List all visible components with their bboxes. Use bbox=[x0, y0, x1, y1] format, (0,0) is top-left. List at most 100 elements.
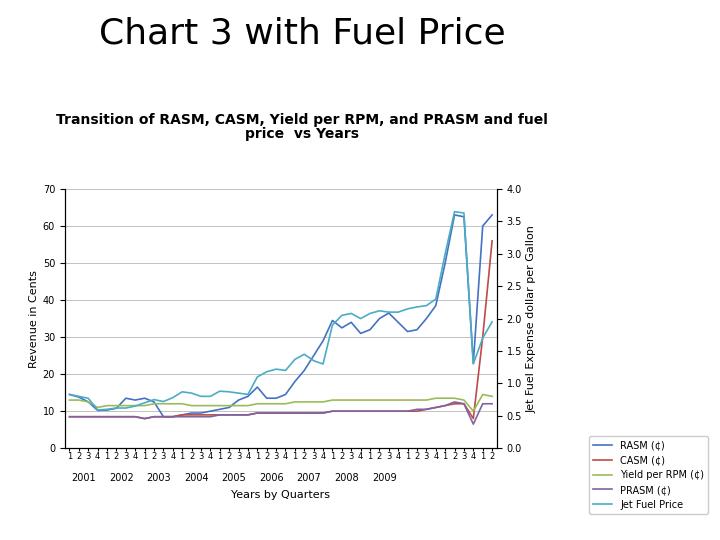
PRASM (¢) bbox=[112, 414, 121, 420]
RASM (¢) bbox=[66, 392, 74, 398]
RASM (¢) bbox=[459, 213, 468, 220]
Y-axis label: Revenue in Cents: Revenue in Cents bbox=[29, 269, 39, 368]
Jet Fuel Price bbox=[403, 306, 412, 312]
CASM (¢) bbox=[487, 238, 496, 244]
Yield per RPM (¢) bbox=[197, 402, 205, 409]
RASM (¢) bbox=[243, 393, 252, 400]
Text: 2004: 2004 bbox=[184, 473, 209, 483]
Yield per RPM (¢) bbox=[140, 402, 149, 409]
CASM (¢) bbox=[206, 411, 215, 418]
RASM (¢) bbox=[403, 328, 412, 335]
PRASM (¢) bbox=[459, 401, 468, 407]
Text: Transition of RASM, CASM, Yield per RPM, and PRASM and fuel: Transition of RASM, CASM, Yield per RPM,… bbox=[56, 113, 549, 127]
PRASM (¢) bbox=[394, 408, 402, 414]
Yield per RPM (¢) bbox=[206, 402, 215, 409]
Jet Fuel Price bbox=[131, 403, 140, 409]
RASM (¢) bbox=[413, 327, 421, 333]
Jet Fuel Price bbox=[319, 361, 328, 367]
Line: PRASM (¢): PRASM (¢) bbox=[70, 402, 492, 424]
RASM (¢) bbox=[122, 395, 130, 401]
Yield per RPM (¢) bbox=[487, 393, 496, 400]
Jet Fuel Price bbox=[431, 296, 440, 302]
Yield per RPM (¢) bbox=[291, 399, 300, 405]
RASM (¢) bbox=[253, 384, 261, 390]
Jet Fuel Price bbox=[178, 389, 186, 395]
Yield per RPM (¢) bbox=[422, 397, 431, 403]
Text: 2001: 2001 bbox=[71, 473, 96, 483]
RASM (¢) bbox=[75, 394, 84, 400]
RASM (¢) bbox=[168, 414, 177, 420]
Yield per RPM (¢) bbox=[366, 397, 374, 403]
CASM (¢) bbox=[159, 414, 168, 420]
PRASM (¢) bbox=[140, 415, 149, 422]
Yield per RPM (¢) bbox=[319, 399, 328, 405]
PRASM (¢) bbox=[253, 410, 261, 416]
Jet Fuel Price bbox=[215, 388, 224, 394]
PRASM (¢) bbox=[403, 408, 412, 414]
CASM (¢) bbox=[271, 410, 280, 416]
Text: 2005: 2005 bbox=[222, 473, 246, 483]
Yield per RPM (¢) bbox=[328, 397, 337, 403]
Yield per RPM (¢) bbox=[310, 399, 318, 405]
Text: 2006: 2006 bbox=[259, 473, 284, 483]
Jet Fuel Price bbox=[140, 400, 149, 406]
Yield per RPM (¢) bbox=[441, 395, 449, 401]
Jet Fuel Price bbox=[282, 367, 290, 374]
RASM (¢) bbox=[291, 379, 300, 385]
Yield per RPM (¢) bbox=[450, 395, 459, 401]
PRASM (¢) bbox=[262, 410, 271, 416]
Yield per RPM (¢) bbox=[282, 401, 290, 407]
CASM (¢) bbox=[94, 414, 102, 420]
Yield per RPM (¢) bbox=[253, 401, 261, 407]
Jet Fuel Price bbox=[168, 394, 177, 401]
Jet Fuel Price bbox=[197, 393, 205, 400]
PRASM (¢) bbox=[384, 408, 393, 414]
CASM (¢) bbox=[187, 411, 196, 418]
Yield per RPM (¢) bbox=[94, 404, 102, 411]
RASM (¢) bbox=[103, 407, 112, 413]
RASM (¢) bbox=[282, 392, 290, 398]
Jet Fuel Price bbox=[450, 208, 459, 215]
Yield per RPM (¢) bbox=[394, 397, 402, 403]
PRASM (¢) bbox=[271, 410, 280, 416]
PRASM (¢) bbox=[243, 411, 252, 418]
Legend: RASM (¢), CASM (¢), Yield per RPM (¢), PRASM (¢), Jet Fuel Price: RASM (¢), CASM (¢), Yield per RPM (¢), P… bbox=[589, 436, 708, 514]
PRASM (¢) bbox=[478, 401, 487, 407]
PRASM (¢) bbox=[225, 411, 233, 418]
CASM (¢) bbox=[394, 408, 402, 414]
RASM (¢) bbox=[356, 330, 365, 336]
Text: 2002: 2002 bbox=[109, 473, 133, 483]
RASM (¢) bbox=[347, 319, 356, 326]
PRASM (¢) bbox=[487, 401, 496, 407]
Yield per RPM (¢) bbox=[271, 401, 280, 407]
Yield per RPM (¢) bbox=[413, 397, 421, 403]
RASM (¢) bbox=[450, 212, 459, 218]
Jet Fuel Price bbox=[394, 309, 402, 315]
Yield per RPM (¢) bbox=[478, 392, 487, 398]
Text: 2008: 2008 bbox=[334, 473, 359, 483]
CASM (¢) bbox=[356, 408, 365, 414]
CASM (¢) bbox=[366, 408, 374, 414]
Yield per RPM (¢) bbox=[243, 402, 252, 409]
CASM (¢) bbox=[441, 402, 449, 409]
RASM (¢) bbox=[328, 317, 337, 323]
Yield per RPM (¢) bbox=[66, 397, 74, 403]
PRASM (¢) bbox=[103, 414, 112, 420]
CASM (¢) bbox=[140, 415, 149, 422]
RASM (¢) bbox=[300, 367, 309, 374]
PRASM (¢) bbox=[94, 414, 102, 420]
Jet Fuel Price bbox=[356, 315, 365, 322]
RASM (¢) bbox=[487, 212, 496, 218]
Yield per RPM (¢) bbox=[262, 401, 271, 407]
Text: 2007: 2007 bbox=[297, 473, 321, 483]
Jet Fuel Price bbox=[159, 399, 168, 405]
CASM (¢) bbox=[262, 410, 271, 416]
CASM (¢) bbox=[122, 414, 130, 420]
CASM (¢) bbox=[347, 408, 356, 414]
Yield per RPM (¢) bbox=[178, 401, 186, 407]
Jet Fuel Price bbox=[75, 393, 84, 400]
Jet Fuel Price bbox=[253, 374, 261, 380]
CASM (¢) bbox=[197, 411, 205, 418]
CASM (¢) bbox=[150, 414, 158, 420]
Jet Fuel Price bbox=[262, 368, 271, 375]
